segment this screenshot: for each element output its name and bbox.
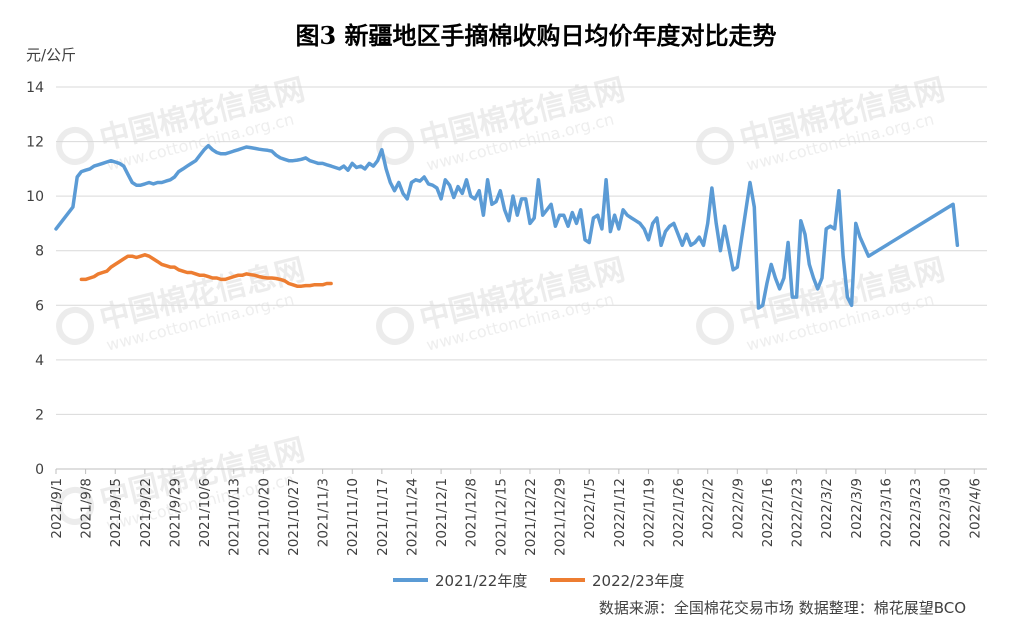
x-tick-label: 2021/10/13 [227, 478, 243, 556]
x-tick-label: 2021/11/10 [345, 478, 361, 556]
y-tick-label: 6 [35, 298, 44, 314]
x-tick-label: 2021/9/1 [49, 478, 65, 539]
x-tick-label: 2021/9/8 [79, 478, 95, 539]
x-tick-label: 2021/9/29 [167, 478, 183, 547]
series-lines [54, 143, 960, 310]
legend: 2021/22年度 2022/23年度 [393, 572, 684, 590]
x-tick-label: 2021/12/1 [434, 478, 450, 547]
x-tick-label: 2022/1/5 [582, 478, 598, 539]
watermark-logo-icon [376, 126, 415, 165]
x-tick-label: 2021/10/20 [256, 478, 272, 556]
x-tick-label: 2022/3/9 [849, 478, 865, 539]
source-note: 数据来源：全国棉花交易市场 数据整理：棉花展望BCO [599, 599, 966, 617]
x-tick-label: 2021/12/29 [553, 478, 569, 556]
x-tick-label: 2021/12/8 [464, 478, 480, 547]
x-axis: 2021/9/1 2021/9/8 2021/9/15 2021/9/22 2021/9… [49, 469, 983, 556]
x-tick-label: 2022/3/2 [819, 478, 835, 539]
x-tick-label: 2022/1/26 [671, 478, 687, 547]
series-line-1 [79, 253, 333, 288]
x-tick-label: 2022/1/12 [612, 478, 628, 547]
watermark-logo-icon [56, 306, 95, 345]
watermark-logo-icon [376, 306, 415, 345]
x-tick-label: 2022/1/19 [641, 478, 657, 547]
y-tick-label: 4 [35, 353, 44, 369]
y-axis-label: 元/公斤 [26, 46, 76, 64]
watermark-logo-icon [56, 486, 95, 525]
watermark-logo-icon [696, 126, 735, 165]
y-tick-label: 12 [26, 135, 44, 151]
series-line-0 [54, 143, 960, 310]
x-tick-label: 2022/2/23 [790, 478, 806, 547]
y-tick-label: 8 [35, 244, 44, 260]
x-tick-label: 2021/12/15 [493, 478, 509, 556]
x-tick-label: 2022/3/30 [938, 478, 954, 547]
chart-title: 图3 新疆地区手摘棉收购日均价年度对比走势 [295, 21, 776, 50]
y-tick-label: 2 [35, 407, 44, 423]
x-tick-label: 2021/11/3 [316, 478, 332, 547]
watermark-logo-icon [696, 306, 735, 345]
x-tick-label: 2021/9/22 [138, 478, 154, 547]
y-tick-label: 14 [26, 80, 44, 96]
legend-label-2021-22: 2021/22年度 [435, 572, 527, 590]
x-tick-label: 2022/4/6 [967, 478, 983, 539]
x-tick-label: 2021/11/24 [404, 478, 420, 556]
legend-label-2022-23: 2022/23年度 [592, 572, 684, 590]
y-tick-labels: 0 2 4 6 8 10 12 14 [26, 80, 44, 478]
x-tick-label: 2022/2/16 [760, 478, 776, 547]
x-tick-label: 2022/2/2 [701, 478, 717, 539]
x-tick-label: 2021/11/17 [375, 478, 391, 556]
y-tick-label: 0 [35, 462, 44, 478]
x-tick-label: 2021/10/6 [197, 478, 213, 547]
gridlines [56, 86, 987, 470]
y-tick-label: 10 [26, 189, 44, 205]
x-tick-label: 2022/2/9 [730, 478, 746, 539]
x-tick-label: 2021/10/27 [286, 478, 302, 556]
x-tick-label: 2021/12/22 [523, 478, 539, 556]
x-tick-label: 2022/3/23 [908, 478, 924, 547]
watermark-logo-icon [56, 126, 95, 165]
x-tick-label: 2022/3/16 [878, 478, 894, 547]
x-tick-label: 2021/9/15 [108, 478, 124, 547]
